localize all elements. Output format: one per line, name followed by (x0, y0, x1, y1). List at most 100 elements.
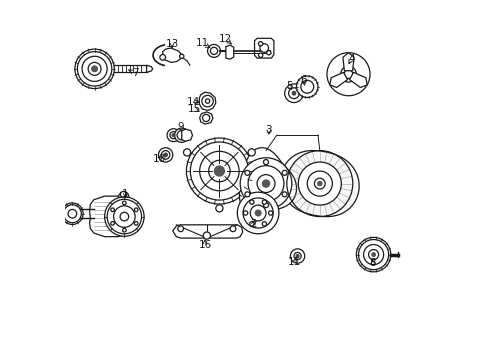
Circle shape (237, 192, 278, 234)
Circle shape (230, 226, 235, 231)
Circle shape (174, 128, 188, 142)
Circle shape (202, 95, 213, 107)
Text: 16: 16 (198, 239, 211, 249)
Circle shape (296, 255, 298, 257)
Text: 7: 7 (132, 68, 138, 78)
Circle shape (260, 44, 268, 52)
Circle shape (262, 222, 266, 226)
Circle shape (266, 50, 270, 55)
Polygon shape (182, 129, 192, 141)
Circle shape (107, 199, 142, 234)
Text: 11: 11 (195, 38, 208, 48)
Circle shape (207, 44, 220, 57)
Circle shape (243, 211, 247, 215)
Polygon shape (342, 53, 353, 71)
Circle shape (163, 153, 167, 157)
Circle shape (290, 249, 304, 263)
Circle shape (247, 149, 255, 156)
Circle shape (63, 205, 81, 223)
Circle shape (268, 211, 272, 215)
Circle shape (249, 200, 253, 204)
Polygon shape (199, 92, 215, 111)
Circle shape (210, 47, 217, 54)
Circle shape (186, 138, 252, 204)
Circle shape (190, 142, 248, 200)
Circle shape (257, 175, 274, 193)
Circle shape (363, 244, 383, 265)
Circle shape (288, 88, 299, 99)
Polygon shape (239, 148, 296, 215)
Circle shape (183, 149, 190, 156)
Circle shape (314, 178, 325, 189)
Circle shape (214, 166, 224, 176)
Text: 1: 1 (122, 189, 128, 199)
Circle shape (178, 226, 183, 231)
Circle shape (92, 66, 97, 72)
Circle shape (371, 253, 375, 256)
Circle shape (244, 170, 249, 175)
Circle shape (104, 197, 144, 236)
Circle shape (161, 150, 169, 159)
Circle shape (158, 148, 172, 162)
Circle shape (179, 54, 183, 58)
Circle shape (203, 232, 210, 239)
Circle shape (258, 41, 262, 46)
Circle shape (368, 249, 378, 260)
Circle shape (215, 205, 223, 212)
Circle shape (61, 203, 83, 225)
Polygon shape (280, 150, 358, 217)
Circle shape (258, 53, 262, 57)
Circle shape (160, 54, 165, 60)
Polygon shape (199, 112, 212, 124)
Text: 8: 8 (369, 258, 375, 268)
Text: 14: 14 (186, 97, 200, 107)
Circle shape (296, 76, 317, 98)
Circle shape (284, 84, 303, 103)
Circle shape (255, 210, 261, 216)
Circle shape (167, 129, 180, 141)
Circle shape (111, 208, 114, 212)
Circle shape (134, 222, 138, 225)
Text: 15: 15 (187, 104, 201, 114)
Text: 5: 5 (285, 81, 292, 91)
Circle shape (199, 151, 239, 191)
Text: 2: 2 (250, 219, 256, 229)
Circle shape (358, 239, 388, 270)
Polygon shape (89, 196, 134, 237)
Circle shape (177, 131, 186, 140)
Polygon shape (329, 72, 347, 87)
Polygon shape (225, 45, 233, 59)
Circle shape (300, 80, 313, 93)
Text: 12: 12 (219, 34, 232, 44)
Circle shape (262, 180, 269, 187)
Text: 9: 9 (177, 122, 183, 132)
Circle shape (292, 91, 295, 95)
Circle shape (247, 166, 284, 202)
Circle shape (317, 181, 321, 186)
Circle shape (111, 222, 114, 225)
Circle shape (68, 210, 77, 218)
Circle shape (243, 198, 273, 228)
Text: 6: 6 (300, 75, 306, 85)
Circle shape (169, 132, 177, 139)
Circle shape (120, 192, 126, 197)
Polygon shape (118, 192, 129, 197)
Circle shape (202, 114, 209, 122)
Circle shape (113, 206, 135, 227)
Circle shape (356, 237, 390, 272)
Polygon shape (349, 72, 366, 87)
Circle shape (250, 205, 265, 221)
Circle shape (249, 222, 253, 226)
Polygon shape (146, 65, 152, 72)
Circle shape (263, 159, 268, 165)
Circle shape (282, 192, 286, 197)
Text: 4: 4 (347, 54, 354, 64)
Text: 11: 11 (287, 257, 301, 267)
Circle shape (208, 160, 230, 182)
Circle shape (75, 49, 114, 89)
Circle shape (205, 99, 209, 103)
Circle shape (244, 192, 249, 197)
Polygon shape (254, 39, 273, 58)
Circle shape (88, 62, 101, 75)
Text: 10: 10 (152, 154, 165, 164)
